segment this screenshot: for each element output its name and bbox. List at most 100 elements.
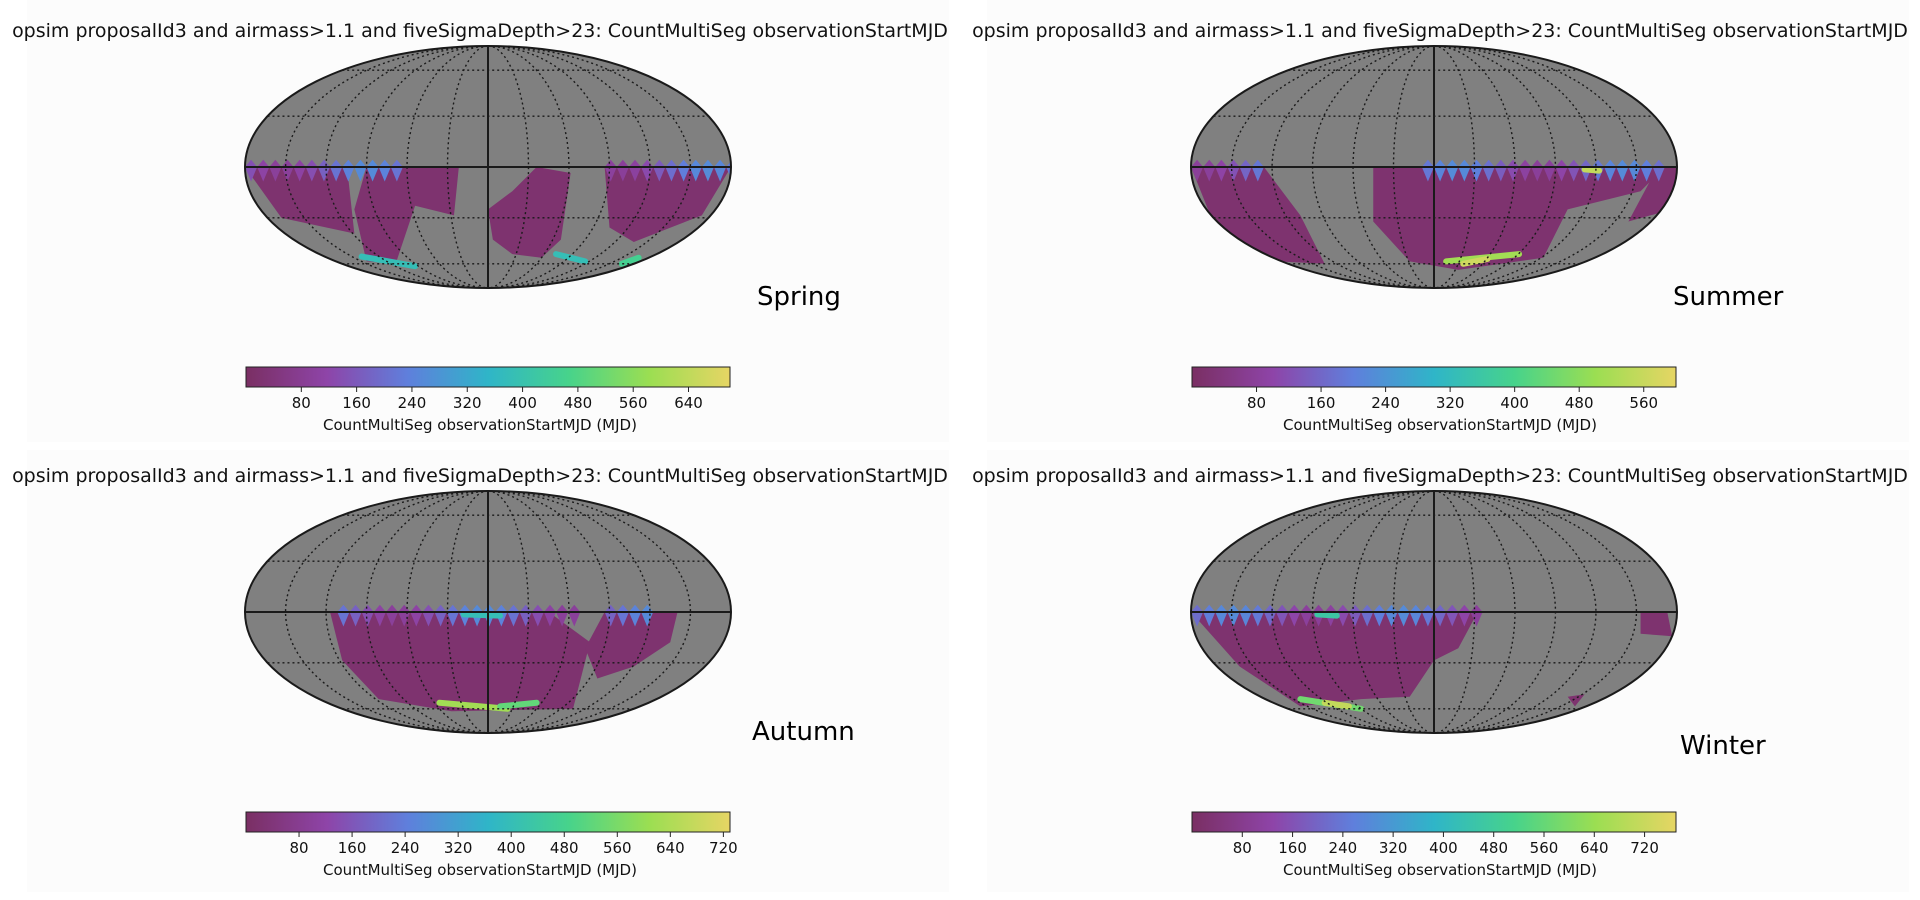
meridian-line bbox=[1433, 46, 1476, 288]
chart-title: opsim proposalId3 and airmass>1.1 and fi… bbox=[12, 465, 948, 487]
equator-cell bbox=[1652, 159, 1665, 182]
equator-cell bbox=[1616, 159, 1629, 182]
equator-cell bbox=[1446, 604, 1459, 627]
colorbar-tick-label: 640 bbox=[656, 839, 685, 857]
map-outline bbox=[244, 45, 732, 289]
equator-cell bbox=[1458, 159, 1471, 182]
equator-cell bbox=[531, 604, 544, 627]
equator-cell bbox=[385, 604, 399, 627]
equator-cell bbox=[269, 159, 282, 182]
equator-cell bbox=[1263, 604, 1277, 627]
equator-cell bbox=[366, 159, 379, 182]
high-count-streak bbox=[618, 254, 642, 267]
colorbar-tick-label: 480 bbox=[1565, 394, 1594, 412]
colorbar-tick-label: 400 bbox=[1500, 394, 1529, 412]
equator-cell bbox=[1567, 159, 1580, 182]
equator-cell bbox=[604, 159, 617, 182]
colorbar-label: CountMultiSeg observationStartMJD (MJD) bbox=[323, 416, 637, 434]
colorbar-tick-label: 240 bbox=[398, 394, 427, 412]
colorbar-tick-label: 80 bbox=[289, 839, 308, 857]
equator-cell bbox=[689, 159, 702, 182]
equator-cell bbox=[1458, 604, 1471, 627]
colorbar-gradient bbox=[245, 366, 731, 388]
colorbar-tick-label: 80 bbox=[1233, 839, 1252, 857]
equator-cell bbox=[1215, 159, 1228, 182]
equator-cell bbox=[390, 159, 403, 182]
mollweide-map bbox=[1190, 45, 1678, 289]
coverage-region bbox=[604, 167, 731, 243]
colorbar: 80 160 240 320 400 480 560 640 720 bbox=[1191, 811, 1677, 857]
meridian-line bbox=[1433, 46, 1597, 288]
meridian-line bbox=[284, 491, 489, 733]
mollweide-map bbox=[244, 490, 732, 734]
equator-cell bbox=[1251, 159, 1264, 182]
equator-cell bbox=[1531, 159, 1544, 182]
colorbar-tick-label: 320 bbox=[444, 839, 473, 857]
chart-title: opsim proposalId3 and airmass>1.1 and fi… bbox=[972, 20, 1908, 42]
panel-autumn: opsim proposalId3 and airmass>1.1 and fi… bbox=[0, 450, 960, 900]
colorbar-tick-label: 560 bbox=[1629, 394, 1658, 412]
map-outline bbox=[1190, 490, 1678, 734]
equator-cell bbox=[616, 159, 629, 182]
colorbar-tick-label: 80 bbox=[292, 394, 311, 412]
equator-cell bbox=[1628, 159, 1641, 182]
meridian-line bbox=[1433, 491, 1597, 733]
equator-cell bbox=[342, 159, 355, 182]
colorbar-label: CountMultiSeg observationStartMJD (MJD) bbox=[323, 861, 637, 879]
equator-cell bbox=[337, 604, 350, 627]
colorbar-tick-label: 400 bbox=[508, 394, 537, 412]
equator-cell bbox=[1385, 604, 1398, 627]
equator-cell bbox=[1555, 159, 1568, 182]
high-count-streak bbox=[1581, 166, 1603, 174]
equator-cell bbox=[434, 604, 447, 627]
equator-cell bbox=[628, 604, 642, 627]
coverage-region bbox=[1640, 612, 1673, 637]
equator-cell bbox=[1482, 159, 1495, 182]
meridian-line bbox=[487, 46, 530, 288]
equator-cell bbox=[410, 604, 423, 627]
colorbar-tick-label: 160 bbox=[1307, 394, 1336, 412]
season-label: Spring bbox=[757, 282, 841, 312]
equator-cell bbox=[1446, 159, 1459, 182]
meridian-line bbox=[1433, 491, 1638, 733]
high-count-streak bbox=[358, 253, 419, 270]
colorbar-tick-label: 560 bbox=[603, 839, 632, 857]
equator-cell bbox=[446, 604, 459, 627]
equator-cell bbox=[1494, 159, 1507, 182]
equator-cell bbox=[1361, 604, 1374, 627]
colorbar: 80 160 240 320 400 480 560 640 720 bbox=[245, 811, 738, 857]
season-label: Summer bbox=[1673, 282, 1784, 312]
meridian-line bbox=[446, 491, 489, 733]
equator-cell bbox=[1288, 604, 1301, 627]
equator-cell bbox=[556, 604, 569, 627]
equator-cell bbox=[1227, 159, 1240, 182]
coverage-region bbox=[1191, 612, 1478, 707]
equator-cell bbox=[1519, 159, 1532, 182]
equator-cell bbox=[1470, 604, 1483, 627]
colorbar-tick-label: 480 bbox=[1479, 839, 1508, 857]
panel-winter: opsim proposalId3 and airmass>1.1 and fi… bbox=[960, 450, 1920, 900]
colorbar-tick-label: 400 bbox=[497, 839, 526, 857]
map-outline bbox=[1190, 45, 1678, 289]
equator-cell bbox=[628, 159, 642, 182]
equator-cell bbox=[665, 159, 678, 182]
meridian-line bbox=[487, 491, 692, 733]
meridian-line bbox=[1230, 46, 1435, 288]
equator-cell bbox=[317, 159, 331, 182]
equator-cell bbox=[1434, 604, 1447, 627]
high-count-streak bbox=[1314, 611, 1340, 619]
equator-cell bbox=[1191, 604, 1204, 627]
equator-cell bbox=[1421, 159, 1434, 182]
equator-cell bbox=[1227, 604, 1240, 627]
colorbar-tick-label: 80 bbox=[1247, 394, 1266, 412]
meridian-line bbox=[325, 46, 489, 288]
equator-cell bbox=[293, 159, 306, 182]
panel-spring: opsim proposalId3 and airmass>1.1 and fi… bbox=[0, 0, 960, 450]
equator-cell bbox=[726, 159, 731, 182]
equator-cell bbox=[1239, 604, 1252, 627]
equator-cell bbox=[507, 604, 520, 627]
equator-cell bbox=[653, 159, 666, 182]
equator-cell bbox=[1543, 159, 1556, 182]
equator-cell bbox=[245, 159, 258, 182]
equator-cell bbox=[616, 604, 629, 627]
